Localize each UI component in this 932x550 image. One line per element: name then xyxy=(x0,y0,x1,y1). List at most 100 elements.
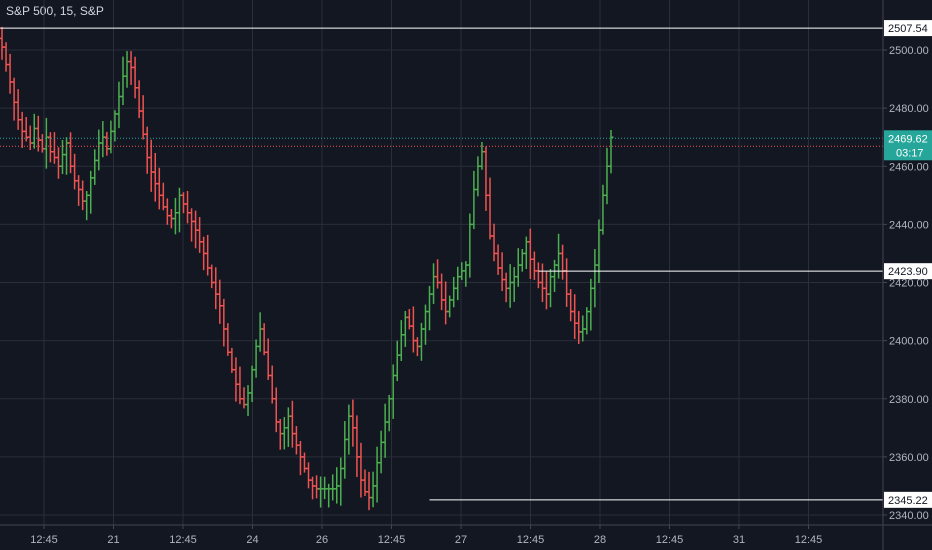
ohlc-bar xyxy=(370,471,376,508)
ohlc-bar xyxy=(253,339,259,378)
time-tick-label: 26 xyxy=(316,534,328,546)
time-tick-label: 12:45 xyxy=(795,534,823,546)
ohlc-bar xyxy=(394,340,400,382)
ohlc-bar xyxy=(402,310,408,347)
ohlc-bar xyxy=(608,129,614,174)
ohlc-bar xyxy=(15,89,21,130)
ohlc-bar xyxy=(261,323,267,356)
price-tick-label: 2380.00 xyxy=(889,394,929,406)
ohlc-bar xyxy=(386,394,392,432)
ohlc-bar xyxy=(47,132,53,163)
ohlc-bar xyxy=(180,192,186,214)
ohlc-bar xyxy=(543,271,549,310)
ohlc-bar xyxy=(422,304,428,345)
ohlc-bar xyxy=(197,217,203,253)
ohlc-bar xyxy=(257,312,263,352)
price-tick-label: 2360.00 xyxy=(889,452,929,464)
level-price-label: 2507.54 xyxy=(888,23,928,35)
time-tick-label: 21 xyxy=(107,534,119,546)
price-tick-label: 2340.00 xyxy=(889,510,929,522)
ohlc-bar xyxy=(535,262,541,289)
ohlc-bar xyxy=(447,295,453,318)
ohlc-bar xyxy=(596,219,602,284)
ohlc-bar xyxy=(289,400,295,448)
ohlc-bar xyxy=(176,187,182,233)
ohlc-bar xyxy=(136,80,142,119)
price-axis[interactable]: 2340.00 2360.00 2380.00 2400.00 2420.00 2440.… xyxy=(882,0,929,550)
ohlc-bar xyxy=(273,387,279,433)
ohlc-bar xyxy=(209,264,215,289)
ohlc-bar xyxy=(92,149,98,185)
ohlc-bar xyxy=(483,146,489,211)
ohlc-bar xyxy=(80,180,86,211)
current-price-label: 2469.62 xyxy=(888,133,928,145)
ohlc-bar xyxy=(249,365,255,403)
time-tick-label: 12:45 xyxy=(517,534,545,546)
ohlc-bar xyxy=(592,249,598,308)
ohlc-bar xyxy=(217,279,223,324)
ohlc-bar xyxy=(346,404,352,455)
ohlc-bar xyxy=(455,266,461,301)
ohlc-bar xyxy=(378,430,384,474)
ohlc-bar xyxy=(72,153,78,190)
ohlc-bar xyxy=(366,471,372,511)
ohlc-bar xyxy=(588,278,594,331)
ohlc-bar xyxy=(269,365,275,404)
ohlc-bar xyxy=(427,285,433,331)
ohlc-bar xyxy=(59,140,65,175)
ohlc-bar xyxy=(548,268,554,308)
horizontal-levels[interactable]: 2507.54 2423.90 2345.22 2469.62 03:17 xyxy=(0,20,932,508)
ohlc-bar xyxy=(314,475,320,499)
ohlc-bar xyxy=(55,147,61,179)
ohlc-bar xyxy=(205,234,211,276)
ohlc-bar xyxy=(475,156,481,197)
ohlc-bar xyxy=(132,56,138,99)
ohlc-bar xyxy=(330,474,336,501)
time-tick-label: 12:45 xyxy=(30,534,58,546)
ohlc-bar xyxy=(19,111,25,148)
ohlc-bar xyxy=(310,476,316,500)
price-tick-label: 2440.00 xyxy=(889,219,929,231)
level-price-label-bg xyxy=(884,20,932,37)
ohlc-bar xyxy=(410,306,416,353)
level-price-label: 2423.90 xyxy=(888,266,928,278)
ohlc-bar xyxy=(511,267,517,302)
ohlc-bar xyxy=(225,323,231,356)
ohlc-bar xyxy=(322,476,328,500)
ohlc-bar xyxy=(245,385,251,416)
ohlc-bar xyxy=(152,152,158,202)
ohlc-bar xyxy=(560,244,566,280)
time-tick-label: 12:45 xyxy=(656,534,684,546)
symbol-title: S&P 500, 15, S&P xyxy=(6,4,104,18)
ohlc-bar xyxy=(576,311,582,345)
time-tick-label: 27 xyxy=(455,534,467,546)
ohlc-bar xyxy=(451,276,457,308)
ohlc-bar xyxy=(213,267,219,310)
price-tick-label: 2480.00 xyxy=(889,103,929,115)
ohlc-bar xyxy=(503,272,509,303)
time-axis[interactable]: 12:45 21 12:45 24 26 12:45 27 12:45 28 12:45 31 12:… xyxy=(0,524,932,546)
ohlc-bar xyxy=(51,132,57,164)
ohlc-bar xyxy=(96,129,102,171)
ohlc-bar xyxy=(297,440,303,476)
time-tick-label: 12:45 xyxy=(169,534,197,546)
ohlc-bar xyxy=(531,251,537,280)
ohlc-bar xyxy=(443,281,449,325)
ohlc-bar xyxy=(11,77,17,121)
ohlc-bar xyxy=(600,184,606,235)
ohlc-bar xyxy=(604,147,610,205)
ohlc-bar xyxy=(301,452,307,473)
ohlc-bar xyxy=(285,407,291,447)
ohlc-bar xyxy=(487,177,493,240)
ohlc-bar xyxy=(43,117,49,169)
ohlc-bar xyxy=(221,298,227,347)
ohlc-bar xyxy=(156,167,162,210)
ohlc-bar xyxy=(471,170,477,230)
ohlc-bar xyxy=(3,42,9,72)
ohlc-bar xyxy=(495,244,501,275)
ohlc-bar xyxy=(164,198,170,225)
ohlc-bar xyxy=(306,462,312,489)
price-tick-label: 2420.00 xyxy=(889,278,929,290)
price-tick-label: 2400.00 xyxy=(889,336,929,348)
